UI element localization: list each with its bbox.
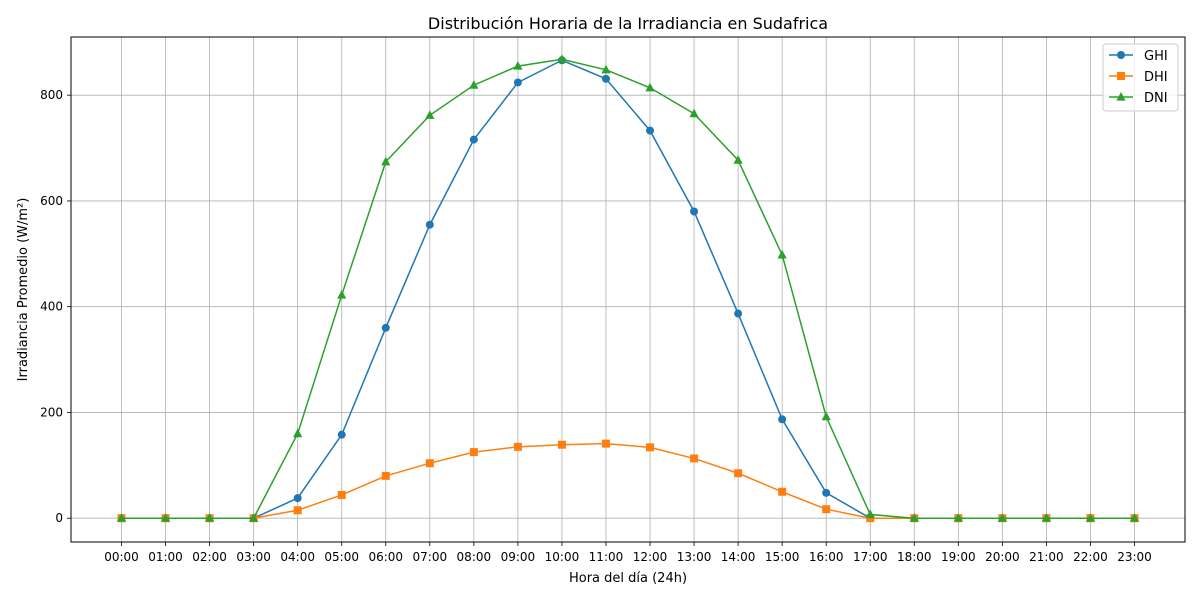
data-point-dni [425, 110, 435, 119]
x-tick-label: 00:00 [104, 550, 139, 564]
x-axis: 00:00 01:00 02:00 03:00 04:00 05:00 06:00 07:00… [104, 542, 1152, 564]
data-point-ghi [469, 135, 478, 144]
y-tick-label: 0 [55, 511, 63, 525]
x-tick-label: 14:00 [721, 550, 756, 564]
data-point-dni [997, 513, 1007, 522]
data-point-dhi [778, 487, 787, 496]
data-point-ghi [822, 488, 831, 497]
legend-marker-dni [1116, 92, 1126, 101]
x-tick-label: 18:00 [897, 550, 932, 564]
x-tick-label: 10:00 [545, 550, 580, 564]
data-point-ghi [601, 74, 610, 83]
data-point-ghi [513, 78, 522, 87]
data-point-dni [337, 290, 347, 299]
data-point-ghi [425, 220, 434, 229]
data-point-dni [601, 64, 611, 74]
data-point-dni [821, 411, 831, 421]
data-point-ghi [646, 126, 655, 135]
data-point-ghi [293, 494, 302, 503]
x-tick-label: 23:00 [1117, 550, 1152, 564]
data-point-dni [381, 156, 391, 166]
data-point-dni [160, 513, 171, 522]
x-tick-label: 13:00 [677, 550, 712, 564]
legend-label-dhi: DHI [1144, 70, 1168, 85]
x-tick-label: 03:00 [236, 550, 271, 564]
data-point-dni [689, 108, 699, 118]
data-point-dni [469, 80, 479, 89]
data-point-ghi [381, 323, 390, 332]
y-tick-label: 600 [40, 194, 63, 208]
x-tick-label: 02:00 [192, 550, 227, 564]
data-point-dhi [513, 442, 522, 451]
data-point-dhi [646, 443, 655, 452]
x-tick-label: 15:00 [765, 550, 800, 564]
data-point-dhi [690, 454, 699, 463]
data-point-dhi [469, 448, 478, 457]
x-axis-label: Hora del día (24h) [569, 571, 687, 586]
legend-marker-ghi [1117, 51, 1125, 59]
data-point-dni [204, 513, 215, 522]
y-tick-label: 400 [40, 300, 63, 314]
data-point-dni [1129, 513, 1140, 522]
data-point-dhi [866, 514, 875, 523]
data-point-ghi [778, 415, 787, 424]
y-tick-label: 200 [40, 405, 63, 419]
x-tick-label: 08:00 [457, 550, 492, 564]
data-point-ghi [734, 309, 743, 318]
data-point-dni [909, 513, 919, 522]
data-point-dhi [381, 471, 390, 480]
series-group [116, 54, 1140, 523]
data-point-dhi [734, 469, 743, 478]
x-tick-label: 09:00 [501, 550, 536, 564]
data-point-dhi [557, 440, 566, 449]
x-tick-label: 01:00 [148, 550, 183, 564]
data-point-dni [1085, 513, 1096, 522]
data-point-dni [865, 509, 875, 519]
x-tick-label: 17:00 [853, 550, 888, 564]
x-tick-label: 20:00 [985, 550, 1020, 564]
data-point-dni [953, 513, 963, 522]
x-tick-label: 05:00 [324, 550, 359, 564]
series-dni [116, 54, 1140, 522]
x-tick-label: 07:00 [413, 550, 448, 564]
data-point-dhi [293, 506, 302, 515]
legend-label-dni: DNI [1144, 91, 1168, 106]
data-point-dni [557, 54, 567, 63]
data-point-dhi [337, 490, 346, 499]
x-tick-label: 19:00 [941, 550, 976, 564]
chart-title: Distribución Horaria de la Irradiancia e… [428, 14, 828, 33]
series-line-dni [121, 58, 1135, 519]
y-axis-label: Irradiancia Promedio (W/m²) [16, 198, 31, 382]
data-point-ghi [690, 207, 699, 216]
data-point-dni [777, 249, 787, 259]
x-tick-label: 11:00 [589, 550, 624, 564]
grid [71, 37, 1185, 542]
data-point-dhi [601, 439, 610, 448]
x-tick-label: 04:00 [280, 550, 315, 564]
series-ghi [117, 56, 1139, 523]
data-point-dni [733, 155, 743, 164]
data-point-dni [645, 82, 655, 92]
legend-label-ghi: GHI [1144, 49, 1168, 64]
x-tick-label: 06:00 [368, 550, 403, 564]
y-axis: 0 200 400 600 800 [40, 88, 71, 525]
x-tick-label: 21:00 [1029, 550, 1064, 564]
y-tick-label: 800 [40, 88, 63, 102]
data-point-dni [513, 61, 523, 70]
data-point-dni [1041, 513, 1052, 522]
data-point-ghi [337, 430, 346, 439]
series-line-ghi [121, 59, 1135, 519]
legend: GHI DHI DNI [1102, 43, 1179, 112]
x-tick-label: 12:00 [633, 550, 668, 564]
data-point-dni [249, 513, 259, 522]
plot-area [70, 36, 1186, 543]
legend-marker-dhi [1117, 72, 1125, 80]
data-point-dhi [822, 505, 831, 514]
data-point-dni [116, 513, 127, 522]
x-tick-label: 16:00 [809, 550, 844, 564]
data-point-dhi [425, 459, 434, 468]
x-tick-label: 22:00 [1073, 550, 1108, 564]
data-point-dni [293, 428, 303, 438]
